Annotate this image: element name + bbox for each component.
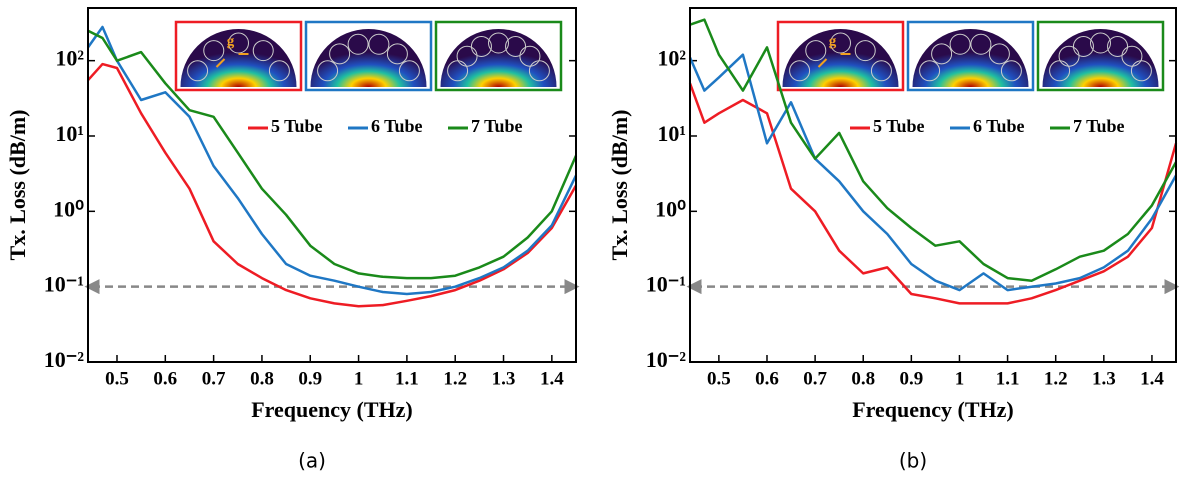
y-tick-label: 10⁰ [655, 196, 686, 221]
legend-label: 6 Tube [973, 116, 1025, 136]
y-tick-label: 10¹ [55, 121, 84, 146]
inset-field [1042, 29, 1159, 87]
inset-tube [870, 60, 892, 82]
plot-frame [87, 7, 577, 363]
inset: g [776, 20, 905, 92]
inset-tube [187, 60, 209, 82]
inset-tube [970, 33, 992, 55]
x-tick-label: 1 [354, 368, 364, 389]
inset-tube [368, 33, 390, 55]
inset-tube [789, 60, 811, 82]
x-tick-label: 1 [955, 368, 965, 389]
inset-tube [1000, 60, 1022, 82]
y-tick-label: 10² [657, 46, 686, 71]
inset-label: g [829, 33, 837, 49]
inset-field [782, 29, 899, 87]
y-tick-label: 10⁰ [53, 196, 84, 221]
inset-tube [398, 60, 420, 82]
x-tick-label: 1.4 [540, 368, 564, 389]
x-axis-label: Frequency (THz) [251, 397, 413, 422]
caption: (a) [298, 449, 326, 473]
x-tick-label: 0.9 [298, 368, 322, 389]
inset-field [440, 29, 557, 87]
inset-tube [317, 60, 339, 82]
legend-label: 5 Tube [271, 116, 323, 136]
inset-tube [488, 32, 509, 54]
inset-tube [519, 45, 541, 67]
inset [434, 20, 563, 92]
inset-tube [268, 60, 290, 82]
x-tick-label: 0.8 [250, 368, 274, 389]
x-tick-label: 0.6 [755, 368, 779, 389]
inset-tube [1072, 35, 1094, 57]
plot-frame [689, 7, 1177, 363]
legend-label: 5 Tube [873, 116, 925, 136]
inset: g [174, 20, 303, 92]
y-axis-label: Tx. Loss (dB/m) [607, 110, 632, 261]
x-tick-label: 0.5 [707, 368, 731, 389]
y-tick-label: 10⁻² [44, 347, 85, 372]
inset-tube [528, 60, 550, 82]
x-tick-label: 1.4 [1140, 368, 1164, 389]
x-tick-label: 1.3 [492, 368, 516, 389]
inset-tube [347, 33, 369, 55]
inset-tube [988, 43, 1010, 65]
series-line [87, 29, 578, 280]
legend-label: 6 Tube [371, 116, 423, 136]
x-axis-label: Frequency (THz) [852, 397, 1014, 422]
inset-tube [505, 35, 527, 57]
inset-tube [456, 45, 478, 67]
inset-tube [1049, 60, 1071, 82]
x-tick-label: 1.3 [1092, 368, 1116, 389]
inset-tube [1058, 45, 1080, 67]
x-tick-label: 0.7 [202, 368, 226, 389]
series-line [688, 53, 1178, 292]
inset-arrow [817, 58, 828, 68]
inset-field [180, 29, 297, 87]
inset-arrow [215, 58, 226, 68]
inset [906, 20, 1035, 92]
inset-tube [386, 43, 408, 65]
inset [1036, 20, 1165, 92]
x-tick-label: 0.7 [803, 368, 827, 389]
legend-label: 7 Tube [471, 116, 523, 136]
inset-tube [919, 60, 941, 82]
y-axis-label: Tx. Loss (dB/m) [5, 110, 30, 261]
inset-label: g [227, 33, 235, 49]
inset-tube [1090, 32, 1111, 54]
series-line [688, 82, 1178, 305]
series-line [86, 25, 578, 296]
inset-tube [447, 60, 469, 82]
inset [304, 20, 433, 92]
series-line [689, 18, 1178, 282]
inset-tube [329, 43, 351, 65]
inset-tube [854, 40, 876, 62]
inset-tube [470, 35, 492, 57]
inset-tube [949, 33, 971, 55]
x-tick-label: 0.6 [153, 368, 177, 389]
x-tick-label: 0.5 [105, 368, 129, 389]
caption: (b) [899, 449, 927, 473]
inset-tube [1121, 45, 1143, 67]
x-tick-label: 1.2 [443, 368, 467, 389]
inset-tube [203, 40, 225, 62]
x-tick-label: 1.2 [1044, 368, 1068, 389]
y-tick-label: 10¹ [657, 121, 686, 146]
x-tick-label: 0.9 [899, 368, 923, 389]
inset-tube [931, 43, 953, 65]
y-tick-label: 10⁻¹ [44, 272, 84, 297]
x-tick-label: 0.8 [851, 368, 875, 389]
series-line [87, 62, 578, 308]
inset-tube [252, 40, 274, 62]
x-tick-label: 1.1 [996, 368, 1020, 389]
y-tick-label: 10² [55, 46, 84, 71]
inset-tube [1107, 35, 1129, 57]
legend-label: 7 Tube [1073, 116, 1125, 136]
inset-tube [805, 40, 827, 62]
y-tick-label: 10⁻¹ [646, 272, 686, 297]
inset-tube [1130, 60, 1152, 82]
x-tick-label: 1.1 [395, 368, 419, 389]
y-tick-label: 10⁻² [646, 347, 687, 372]
